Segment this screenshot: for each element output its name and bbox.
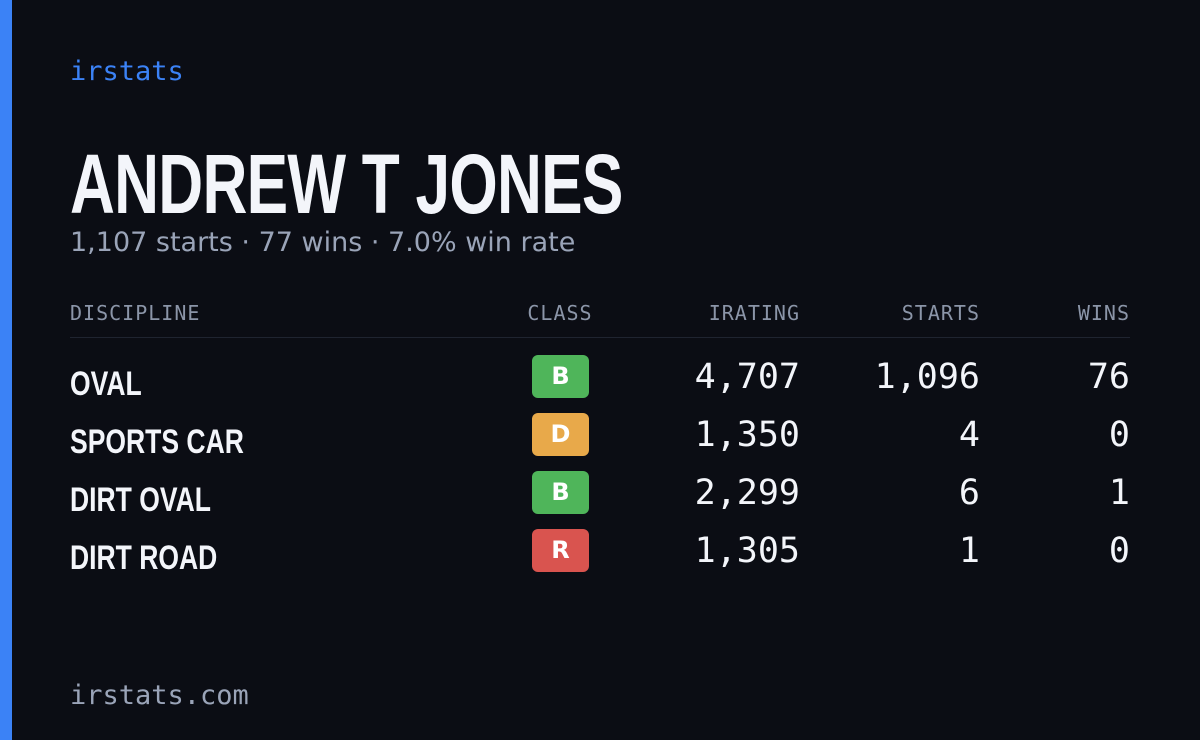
- irating: 4,707: [694, 357, 800, 397]
- irating: 2,299: [694, 473, 800, 513]
- wins: 76: [1087, 357, 1130, 397]
- header-rule: [70, 337, 1130, 338]
- driver-summary: 1,107 starts · 77 wins · 7.0% win rate: [70, 227, 576, 258]
- driver-name: ANDREW T JONES: [70, 137, 623, 231]
- irating: 1,350: [694, 415, 800, 455]
- discipline: OVAL: [70, 365, 142, 403]
- column-header: CLASS: [527, 301, 593, 325]
- starts: 1,096: [874, 357, 980, 397]
- column-header: STARTS: [901, 301, 980, 325]
- column-header: IRATING: [708, 301, 800, 325]
- class-badge: D: [532, 413, 589, 456]
- class-badge: R: [532, 529, 589, 572]
- brand: irstats: [70, 56, 184, 87]
- accent-bar: [0, 0, 12, 740]
- discipline: SPORTS CAR: [70, 423, 244, 461]
- discipline: DIRT OVAL: [70, 481, 211, 519]
- column-header: WINS: [1077, 301, 1130, 325]
- column-header: DISCIPLINE: [70, 301, 201, 325]
- starts: 1: [958, 531, 980, 571]
- class-badge: B: [532, 355, 589, 398]
- footer-link: irstats.com: [70, 680, 249, 711]
- starts: 6: [958, 473, 980, 513]
- wins: 0: [1108, 415, 1130, 455]
- wins: 0: [1108, 531, 1130, 571]
- starts: 4: [958, 415, 980, 455]
- discipline: DIRT ROAD: [70, 539, 218, 577]
- class-badge: B: [532, 471, 589, 514]
- wins: 1: [1108, 473, 1130, 513]
- irating: 1,305: [694, 531, 800, 571]
